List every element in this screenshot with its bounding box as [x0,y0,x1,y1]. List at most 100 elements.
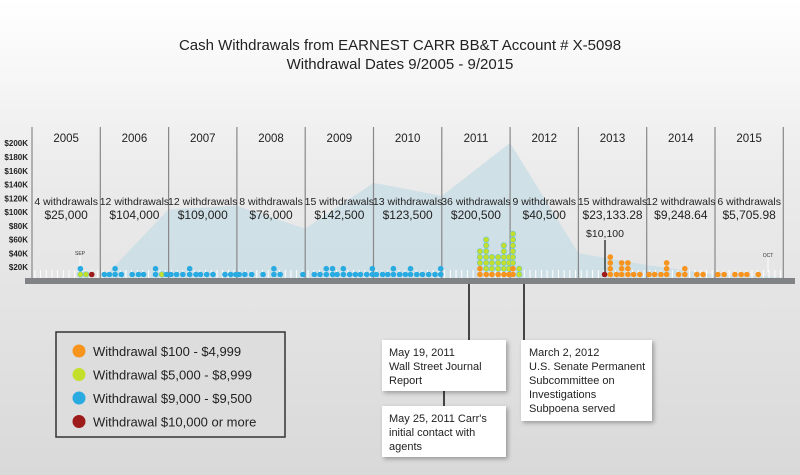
chart-subtitle: Withdrawal Dates 9/2005 - 9/2015 [287,56,514,73]
withdrawal-dot [489,271,495,278]
annotation-line: initial contact with [389,427,475,439]
withdrawal-dot [277,271,283,278]
withdrawal-dot [483,242,490,249]
withdrawal-dot [693,271,700,278]
withdrawal-amount: $200,500 [451,208,501,222]
chart-title: Cash Withdrawals from EARNEST CARR BB&T … [179,37,621,54]
year-label: 2012 [531,133,557,145]
withdrawal-dot [630,271,637,278]
withdrawal-dot [488,265,495,272]
withdrawal-dot [646,271,652,278]
withdrawal-dot [88,271,95,278]
annotation-line: agents [389,441,423,453]
withdrawal-dot [510,271,516,278]
annotation-wsj-report: May 19, 2011 Wall Street Journal Report [382,340,506,391]
annotation-line: May 19, 2011 [389,347,455,359]
year-label: 2005 [53,133,79,145]
year-label: 2006 [122,133,148,145]
withdrawal-dot [340,265,347,272]
year-label: 2011 [464,133,489,145]
withdrawal-dot [663,265,670,272]
legend-label: Withdrawal $5,000 - $8,999 [93,368,252,383]
withdrawal-count: 12 withdrawals [100,196,169,208]
legend-swatch-icon [72,391,86,405]
withdrawal-dot [357,271,364,278]
withdrawal-dot [352,271,359,278]
withdrawal-dot [675,271,682,278]
withdrawal-dot [260,271,266,278]
withdrawal-amount: $23,133.28 [583,208,643,222]
withdrawal-count: 36 withdrawals [441,196,510,208]
withdrawal-dot [180,271,186,278]
withdrawal-dot [300,271,306,278]
timeline-axis-bar [25,278,795,284]
withdrawal-dot [509,254,517,261]
withdrawal-dot [488,254,495,261]
withdrawal-dot [607,260,614,266]
withdrawal-dot [129,271,135,278]
withdrawal-dot [509,259,517,267]
withdrawal-dot [682,265,688,272]
withdrawal-amount: $25,000 [44,208,88,222]
annotation-line: Subpoena served [529,403,615,415]
withdrawal-dot [755,271,762,278]
withdrawal-dot [340,271,347,278]
withdrawal-dot [271,265,277,272]
withdrawal-dot [483,271,489,278]
oct-label: OCT [763,253,774,259]
legend-label: Withdrawal $10,000 or more [93,415,256,430]
withdrawal-amount: $123,500 [383,208,433,222]
withdrawal-dot [500,265,507,272]
withdrawal-dot [607,265,614,272]
y-tick-label: $100K [4,208,28,217]
withdrawal-dot [419,271,426,278]
withdrawal-amount: $104,000 [109,208,159,222]
withdrawal-dot [242,271,248,278]
annotation-senate-subpoena: March 2, 2012 U.S. Senate Permanent Subc… [521,340,652,421]
withdrawal-dot [495,259,502,267]
withdrawal-dot [721,271,727,278]
withdrawal-dot [516,265,523,272]
withdrawal-count: 4 withdrawals [34,196,98,208]
withdrawal-count: 13 withdrawals [373,196,442,208]
withdrawal-dot [77,271,84,278]
withdrawal-dot [477,265,483,272]
withdrawal-dot [607,271,614,278]
withdrawal-dot [483,265,490,272]
year-label: 2007 [190,133,216,145]
withdrawal-dot [509,248,517,255]
withdrawal-dot [271,271,277,278]
withdrawal-dot [601,271,608,278]
withdrawal-dot [425,271,432,278]
withdrawal-amount: $9,248.64 [654,208,708,222]
withdrawal-dot [618,271,625,278]
withdrawal-dot [379,271,386,278]
withdrawal-amount: $40,500 [523,208,567,222]
withdrawal-dot [203,271,210,278]
withdrawal-dot [329,271,336,278]
withdrawal-dot [625,271,631,278]
withdrawal-dot [613,271,620,278]
withdrawal-dot [618,260,625,266]
withdrawal-dot [112,265,118,272]
withdrawal-dot [407,271,414,278]
withdrawal-dot [311,271,318,278]
withdrawal-dot [346,271,353,278]
withdrawal-dot [663,271,670,278]
annotation-line: Report [389,375,422,387]
legend: Withdrawal $100 - $4,999 Withdrawal $5,00… [55,331,286,438]
withdrawal-dot [363,271,370,278]
withdrawal-dot [483,254,490,261]
withdrawal-dot [390,271,397,278]
withdrawal-dot [506,271,512,278]
y-tick-label: $140K [4,181,28,190]
withdrawal-dot [396,271,403,278]
withdrawal-dot [432,271,438,278]
withdrawal-dot [607,254,614,260]
withdrawal-dot [738,271,744,278]
withdrawal-dot [488,259,495,267]
withdrawal-dot [476,259,484,267]
withdrawal-dot [413,271,420,278]
year-label: 2014 [668,133,694,145]
withdrawal-dot [168,271,174,278]
